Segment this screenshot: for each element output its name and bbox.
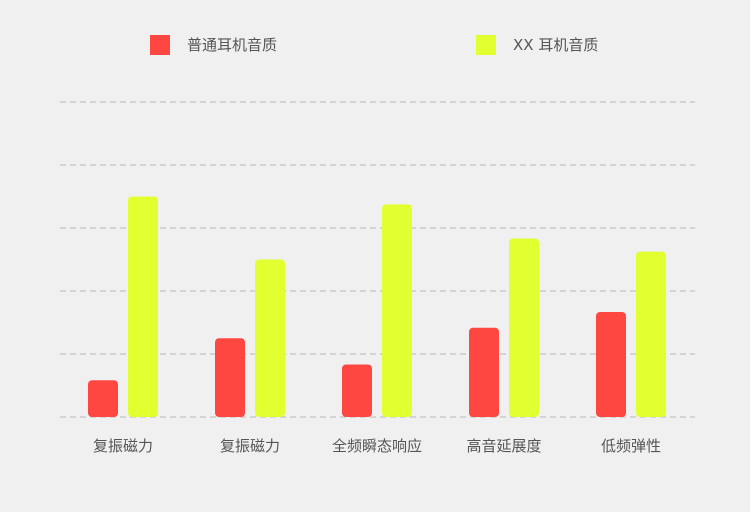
bar-2-5 (636, 251, 666, 417)
bar-1-3 (342, 364, 372, 417)
legend: 普通耳机音质 XX 耳机音质 (150, 35, 598, 55)
legend-label-1: 普通耳机音质 (187, 36, 277, 54)
x-tick-label: 复振磁力 (220, 437, 280, 455)
x-tick-label: 全频瞬态响应 (332, 437, 422, 455)
x-tick-label: 高音延展度 (466, 437, 541, 455)
bars (88, 196, 666, 417)
bar-2-3 (382, 204, 412, 417)
legend-swatch-1 (150, 35, 170, 55)
x-axis-labels: 复振磁力 复振磁力 全频瞬态响应 高音延展度 低频弹性 (93, 437, 661, 455)
bar-1-4 (469, 327, 499, 417)
bar-2-4 (509, 238, 539, 417)
bar-1-2 (215, 338, 245, 417)
bar-2-2 (255, 259, 285, 417)
x-tick-label: 复振磁力 (93, 437, 153, 455)
legend-label-2: XX 耳机音质 (513, 36, 598, 54)
grid-lines (60, 101, 695, 418)
bar-1-1 (88, 380, 118, 417)
bar-1-5 (596, 312, 626, 417)
bar-2-1 (128, 196, 158, 417)
x-tick-label: 低频弹性 (601, 437, 661, 455)
legend-swatch-2 (476, 35, 496, 55)
